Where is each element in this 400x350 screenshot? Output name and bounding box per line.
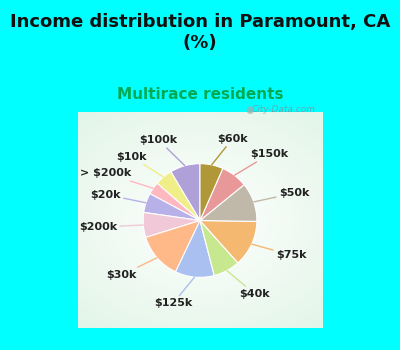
- Wedge shape: [146, 220, 200, 272]
- Text: City-Data.com: City-Data.com: [251, 105, 315, 114]
- Wedge shape: [200, 220, 238, 275]
- Text: Income distribution in Paramount, CA
(%): Income distribution in Paramount, CA (%): [10, 13, 390, 52]
- Wedge shape: [171, 164, 200, 220]
- Text: $100k: $100k: [140, 135, 185, 166]
- Wedge shape: [200, 168, 244, 220]
- Text: $200k: $200k: [79, 222, 143, 232]
- Wedge shape: [200, 220, 257, 263]
- Text: Multirace residents: Multirace residents: [117, 88, 283, 102]
- Text: $20k: $20k: [90, 189, 146, 203]
- Text: > $200k: > $200k: [80, 168, 153, 188]
- Text: $60k: $60k: [212, 134, 248, 165]
- Wedge shape: [150, 183, 200, 220]
- Wedge shape: [200, 164, 223, 220]
- Wedge shape: [200, 185, 257, 222]
- Text: $30k: $30k: [107, 258, 157, 280]
- Wedge shape: [144, 194, 200, 220]
- Text: $75k: $75k: [252, 244, 306, 260]
- Wedge shape: [143, 212, 200, 237]
- Wedge shape: [176, 220, 214, 277]
- Text: $50k: $50k: [254, 188, 309, 202]
- Text: $10k: $10k: [116, 152, 164, 177]
- Text: $125k: $125k: [154, 277, 194, 308]
- Text: $150k: $150k: [234, 149, 288, 175]
- Text: $40k: $40k: [227, 271, 270, 299]
- Text: ●: ●: [245, 105, 254, 116]
- Wedge shape: [157, 172, 200, 220]
